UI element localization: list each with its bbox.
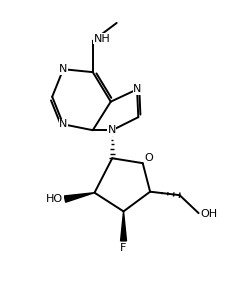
Text: OH: OH — [200, 208, 217, 219]
Text: NH: NH — [94, 34, 111, 44]
Polygon shape — [121, 211, 127, 241]
Text: HO: HO — [46, 194, 63, 204]
Text: O: O — [144, 153, 153, 163]
Text: N: N — [59, 64, 68, 74]
Polygon shape — [64, 193, 94, 202]
Text: N: N — [108, 125, 116, 135]
Text: F: F — [120, 243, 127, 253]
Text: N: N — [59, 119, 68, 129]
Text: N: N — [133, 84, 142, 94]
